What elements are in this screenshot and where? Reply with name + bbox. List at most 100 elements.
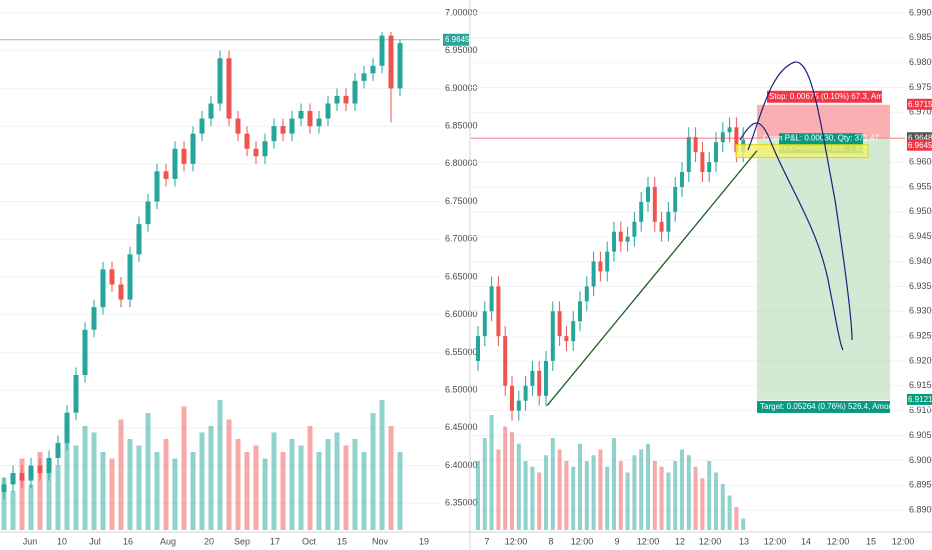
volume-bar [707, 461, 712, 530]
y-tick-label: 6.99000 [909, 7, 932, 17]
volume-bar [316, 452, 322, 530]
volume-bar [591, 455, 596, 530]
candle-body [673, 186, 678, 212]
candle-body [720, 132, 725, 143]
candle-body [680, 172, 684, 187]
volume-bar [537, 472, 542, 530]
candle-body [625, 236, 630, 242]
candle-body [564, 336, 569, 342]
y-tick-label: 6.55000 [445, 347, 478, 357]
candle-body [343, 95, 349, 104]
candle-body [693, 137, 698, 153]
volume-bar [727, 495, 732, 530]
candle-body [334, 95, 340, 104]
target-zone [757, 138, 890, 400]
candle-body [28, 465, 34, 481]
x-tick-label: 7 [484, 536, 489, 546]
candle-body [307, 111, 313, 127]
volume-bar [244, 452, 250, 530]
volume-bar [584, 461, 589, 530]
x-tick-label: 17 [270, 536, 280, 546]
price-label: 6.96450 [445, 35, 474, 44]
volume-bar [289, 439, 295, 530]
candle-body [370, 65, 376, 74]
volume-bar [686, 455, 691, 530]
candle-body [397, 43, 403, 89]
volume-bar [388, 426, 394, 530]
left-chart: 7.00000 6.95000 6.90000 6.85000 6.80000 6.750… [0, 7, 478, 546]
y-tick-label: 6.92000 [909, 355, 932, 365]
volume-bar [700, 478, 705, 530]
volume-bar [564, 461, 569, 530]
volume-bar [208, 426, 214, 530]
y-tick-label: 6.95000 [909, 206, 932, 216]
hand-drawing [747, 61, 853, 341]
candle-body [316, 118, 322, 127]
volume-bar [172, 458, 178, 530]
candle-body [659, 221, 664, 232]
x-tick-label: 12:00 [764, 536, 787, 546]
volume-bar [605, 466, 610, 530]
stop-label-box [767, 90, 882, 103]
volume-bar [1, 478, 7, 530]
x-tick-label: 12:00 [699, 536, 722, 546]
x-tick-label: Aug [160, 536, 176, 546]
candle-body [280, 126, 286, 134]
candle-body [510, 385, 514, 411]
candle-body [707, 162, 712, 173]
x-tick-label: 16 [123, 536, 133, 546]
candle-body [100, 269, 106, 308]
x-tick-label: Jun [23, 536, 38, 546]
volume-bar [235, 439, 241, 530]
volume-bar [571, 466, 576, 530]
price-label: 6.91216 [908, 395, 932, 404]
y-tick-label: 6.80000 [445, 158, 478, 168]
y-tick-label: 6.70000 [445, 234, 478, 244]
volume-bar [91, 432, 97, 530]
candle-body [584, 286, 589, 302]
volume-bar [523, 461, 528, 530]
y-tick-label: 6.93500 [909, 281, 932, 291]
volume-bar [163, 439, 169, 530]
candle-body [388, 35, 394, 89]
volume-bar [666, 472, 671, 530]
pnl-label: Open P&L: 0.00030, Qty: 371.47 [763, 133, 880, 142]
volume-bar [343, 445, 349, 530]
volume-bar [557, 449, 562, 530]
candle-body [646, 186, 650, 202]
volume-bar [632, 455, 637, 530]
candle-body [154, 171, 160, 202]
candle-body [618, 231, 623, 242]
candle-body [639, 201, 644, 222]
y-tick-label: 6.40000 [445, 460, 478, 470]
candle-body [591, 261, 596, 287]
y-tick-label: 6.90000 [445, 83, 478, 93]
volume-bar [646, 443, 650, 530]
volume-bar [639, 449, 644, 530]
volume-bar [226, 419, 232, 530]
volume-bar [109, 458, 115, 530]
volume-bar [714, 472, 718, 530]
price-label: 6.96480 [908, 133, 932, 142]
candle-body [686, 137, 691, 173]
candle-body [578, 301, 582, 322]
candle-body [181, 148, 187, 164]
volume-bar [64, 439, 70, 530]
candle-body [632, 221, 637, 237]
y-tick-label: 6.98000 [909, 57, 932, 67]
candle-body [298, 111, 304, 119]
x-tick-label: 8 [548, 536, 553, 546]
y-tick-label: 7.00000 [445, 7, 478, 17]
x-tick-label: 12:00 [505, 536, 528, 546]
volume-bar [550, 438, 555, 530]
x-tick-label: Nov [372, 536, 389, 546]
volume-bar [352, 439, 358, 530]
candle-body [325, 103, 331, 119]
x-tick-label: 19 [419, 536, 429, 546]
volume-bar [625, 472, 630, 530]
candle-body [19, 473, 25, 481]
candle-body [235, 118, 241, 134]
volume-bar [334, 432, 340, 530]
volume-bar [680, 449, 684, 530]
